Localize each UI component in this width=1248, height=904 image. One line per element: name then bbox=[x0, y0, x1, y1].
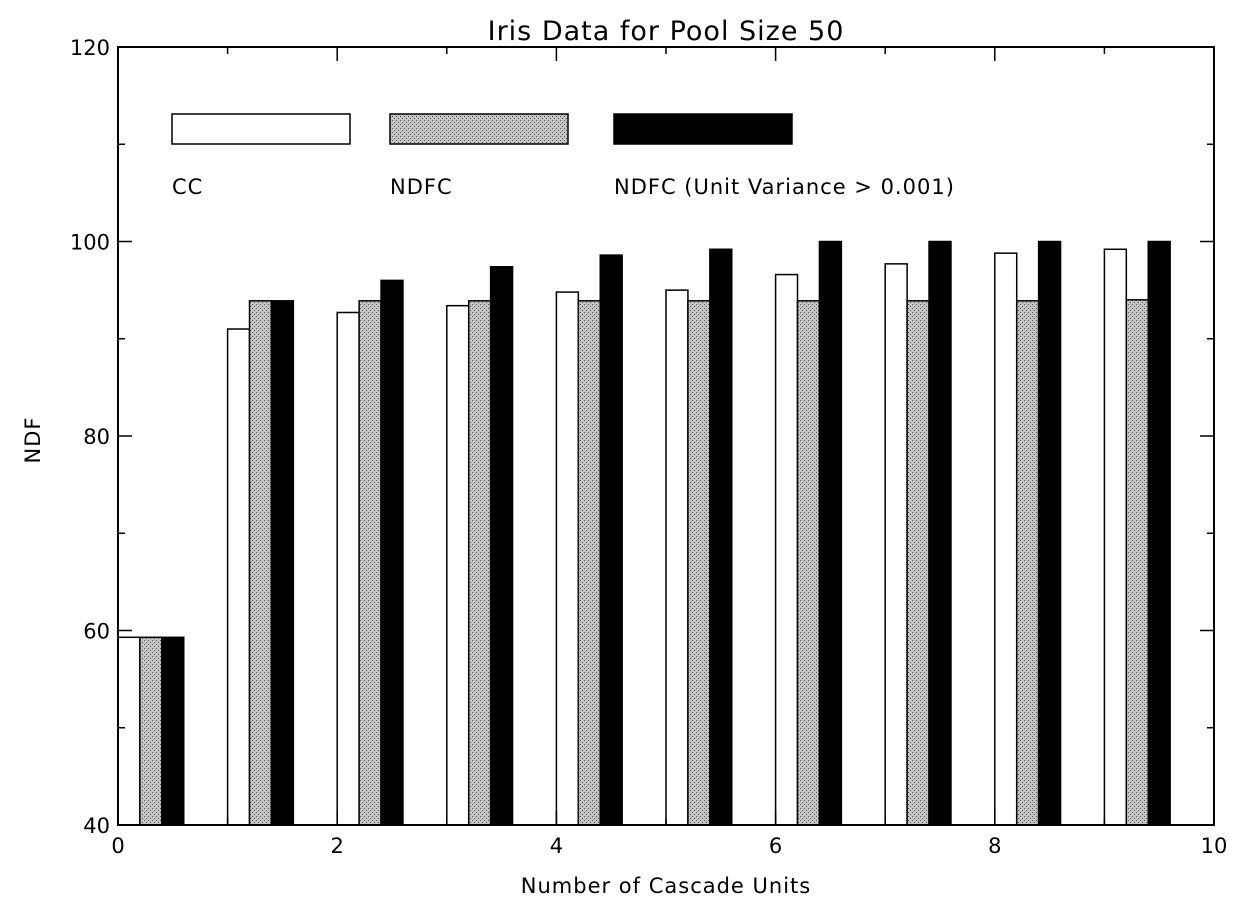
x-tick-label: 4 bbox=[550, 834, 563, 858]
bar-series3-x6 bbox=[818, 240, 843, 826]
bar-series1-x1 bbox=[226, 328, 251, 826]
y-tick-label: 60 bbox=[83, 620, 110, 644]
bar-series2-x0 bbox=[139, 636, 163, 826]
bar-series2-x7 bbox=[906, 300, 930, 826]
bar-series1-x5 bbox=[665, 289, 689, 826]
legend: CC NDFC NDFC (Unit Variance > 0.001) bbox=[171, 113, 955, 199]
bar-series1-x4 bbox=[555, 291, 580, 826]
y-tick-label: 40 bbox=[83, 814, 110, 838]
y-tick-label: 80 bbox=[83, 425, 110, 449]
bar-series2-x5 bbox=[687, 300, 711, 826]
bar-series2-x4 bbox=[577, 300, 601, 826]
bar-series1-x0 bbox=[117, 636, 141, 826]
legend-label-series2: NDFC bbox=[390, 175, 453, 199]
legend-swatch-series1 bbox=[171, 113, 351, 145]
bar-series2-x8 bbox=[1015, 300, 1040, 826]
bar-series3-x5 bbox=[709, 248, 733, 826]
bars-layer bbox=[117, 240, 1171, 826]
bar-series3-x3 bbox=[489, 266, 514, 826]
legend-label-series3: NDFC (Unit Variance > 0.001) bbox=[614, 175, 955, 199]
x-tick-label: 0 bbox=[111, 834, 124, 858]
bar-series3-x8 bbox=[1037, 240, 1062, 826]
bar-series3-x4 bbox=[599, 254, 623, 826]
bar-series2-x2 bbox=[358, 300, 382, 826]
bar-series3-x0 bbox=[161, 636, 185, 826]
bar-series1-x3 bbox=[446, 304, 470, 826]
bar-series2-x6 bbox=[796, 300, 821, 826]
x-axis-label: Number of Cascade Units bbox=[521, 874, 811, 898]
bar-series1-x8 bbox=[994, 252, 1018, 826]
legend-label-series1: CC bbox=[172, 175, 203, 199]
bar-series1-x9 bbox=[1103, 248, 1128, 826]
x-tick-label: 6 bbox=[769, 834, 782, 858]
chart-title: Iris Data for Pool Size 50 bbox=[488, 16, 845, 47]
bar-series1-x2 bbox=[336, 311, 360, 826]
bar-series1-x7 bbox=[884, 263, 908, 826]
bar-series3-x1 bbox=[270, 300, 295, 826]
y-axis-label: NDF bbox=[21, 417, 45, 464]
bar-series1-x6 bbox=[774, 273, 799, 826]
y-tick-label: 120 bbox=[70, 36, 110, 60]
axes-layer: 0 2 4 6 8 10 40 60 80 100 120 bbox=[70, 36, 1227, 858]
x-tick-label: 8 bbox=[988, 834, 1001, 858]
bar-series2-x1 bbox=[248, 300, 273, 826]
legend-swatch-series2 bbox=[389, 113, 569, 145]
bar-series2-x9 bbox=[1125, 299, 1149, 826]
legend-swatch-series3 bbox=[613, 113, 793, 145]
y-tick-label: 100 bbox=[70, 231, 110, 255]
bar-series3-x7 bbox=[928, 240, 952, 826]
x-tick-label: 10 bbox=[1201, 834, 1228, 858]
x-tick-label: 2 bbox=[331, 834, 344, 858]
bar-series3-x2 bbox=[380, 279, 404, 826]
bar-series2-x3 bbox=[467, 300, 492, 826]
bar-series3-x9 bbox=[1147, 240, 1171, 826]
